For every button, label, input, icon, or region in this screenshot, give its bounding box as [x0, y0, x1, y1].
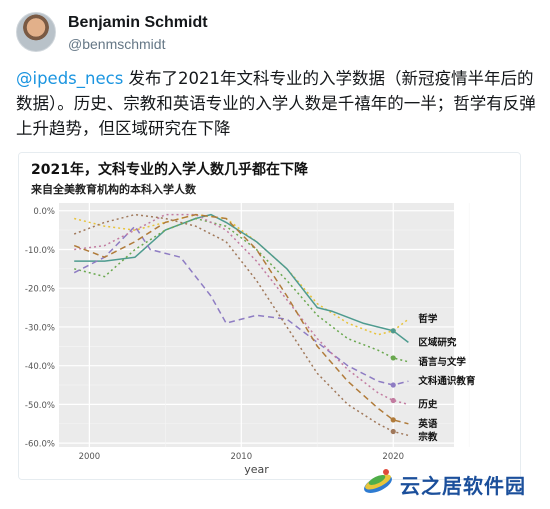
y-tick-label: -40.0% — [25, 362, 55, 372]
series-line — [74, 217, 409, 363]
grid — [59, 203, 470, 447]
chart-title: 2021年，文科专业的入学人数几乎都在下降 — [31, 161, 309, 178]
series-label: 宗教 — [418, 431, 438, 443]
watermark: 云之居软件园 — [360, 462, 546, 504]
series-point-2020 — [390, 417, 396, 423]
series-label: 语言与文学 — [418, 356, 466, 368]
series-label: 历史 — [418, 398, 438, 410]
series-point-2020 — [390, 428, 396, 435]
series-point-2020 — [390, 328, 396, 334]
series-label: 文科通识教育 — [417, 375, 476, 387]
series-label: 哲学 — [418, 313, 438, 325]
series-line — [74, 213, 409, 343]
chart-subtitle: 来自全美教育机构的本科入学人数 — [30, 182, 197, 196]
series-line — [73, 225, 409, 386]
x-tick-label: 2000 — [79, 452, 101, 462]
y-tick-label: -50.0% — [25, 401, 55, 411]
avatar[interactable] — [16, 12, 56, 52]
author-name[interactable]: Benjamin Schmidt — [68, 14, 208, 31]
series-lines — [73, 213, 409, 437]
watermark-text: 云之居软件园 — [400, 474, 526, 498]
x-axis-title: year — [244, 463, 269, 476]
line-chart: 2021年，文科专业的入学人数几乎都在下降 来自全美教育机构的本科入学人数 0.… — [19, 153, 520, 479]
watermark-logo-icon — [364, 469, 392, 493]
tweet-text-rest: 发布了2021年文科专业的入学数据（新冠疫情半年后的数据）。历史、宗教和英语专业… — [16, 69, 536, 138]
y-tick-label: -30.0% — [25, 323, 55, 333]
chart-image[interactable]: 2021年，文科专业的入学人数几乎都在下降 来自全美教育机构的本科入学人数 0.… — [18, 152, 521, 480]
mention-link[interactable]: @ipeds_necs — [16, 69, 124, 88]
series-label: 英语 — [418, 418, 438, 430]
series-point-2020 — [390, 397, 396, 404]
tweet-header: Benjamin Schmidt @benmschmidt — [16, 12, 536, 60]
x-tick-label: 2010 — [230, 452, 252, 462]
axes: 0.0% -10.0% -20.0% -30.0% -40.0% -50.0% -60.0%… — [25, 207, 404, 462]
series-label: 区域研究 — [418, 336, 457, 348]
y-tick-label: 0.0% — [33, 207, 55, 217]
series-point-2020 — [390, 382, 396, 388]
author-handle[interactable]: @benmschmidt — [68, 36, 166, 52]
y-tick-label: -10.0% — [25, 246, 55, 256]
plot-background — [59, 203, 454, 447]
series-point-2020 — [390, 355, 396, 361]
x-tick-label: 2020 — [382, 452, 404, 462]
y-tick-label: -20.0% — [25, 285, 55, 295]
y-tick-label: -60.0% — [25, 440, 55, 450]
tweet-text: @ipeds_necs 发布了2021年文科专业的入学数据（新冠疫情半年后的数据… — [16, 66, 536, 141]
series-line — [74, 213, 409, 406]
